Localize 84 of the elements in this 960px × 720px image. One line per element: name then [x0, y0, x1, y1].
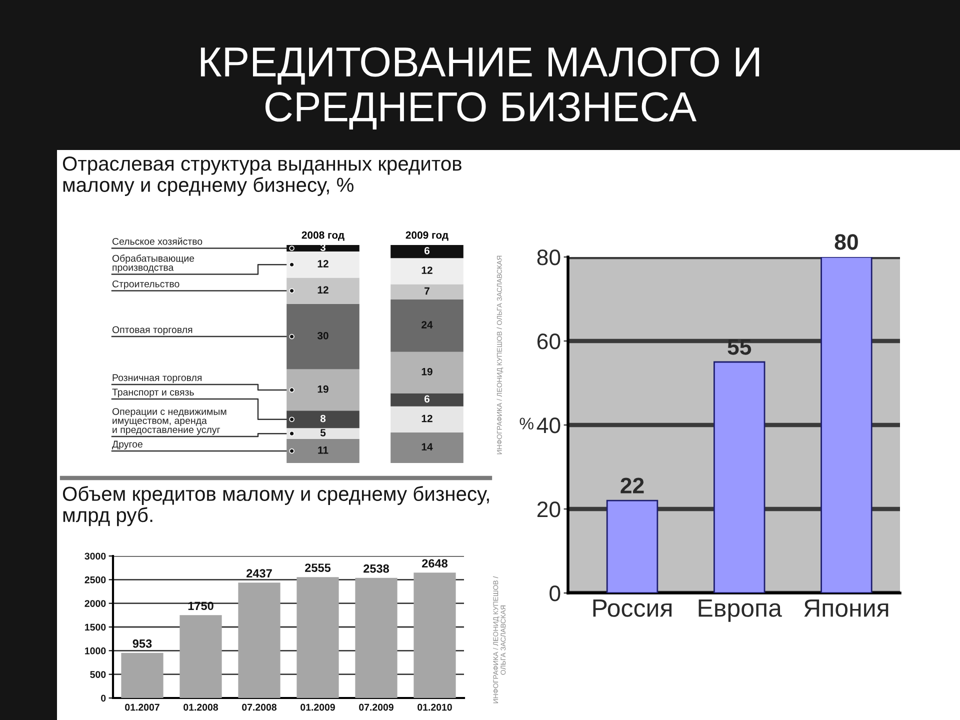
- x-tick-label: 01.2009: [300, 704, 335, 711]
- data-label: 12: [422, 266, 432, 274]
- y-tick-label: 2000: [84, 600, 106, 607]
- data-label: 24: [422, 321, 433, 328]
- x-tick-label: 2009 год: [406, 231, 448, 241]
- bar: [820, 257, 872, 593]
- bar: [390, 284, 464, 300]
- bar: [286, 245, 360, 252]
- bar: [180, 615, 222, 698]
- bar: [606, 500, 658, 593]
- bar: [121, 652, 164, 698]
- data-label: 14: [422, 443, 433, 450]
- text: Обрабатывающие производства: [112, 254, 194, 273]
- data-label: 80: [834, 234, 858, 250]
- text: Строительство: [112, 280, 180, 290]
- text: Оптовая торговля: [112, 326, 192, 336]
- bar: [390, 300, 464, 352]
- data-label: 12: [318, 286, 328, 294]
- x-tick-label: 2008 год: [302, 231, 344, 241]
- bar: [238, 582, 280, 698]
- y-tick-label: 500: [90, 671, 106, 678]
- x-tick-label: Европа: [698, 599, 782, 622]
- data-label: 6: [424, 246, 430, 254]
- bar: [390, 406, 464, 432]
- data-label: 7: [424, 287, 430, 295]
- x-tick-label: 07.2009: [359, 704, 394, 711]
- y-tick-label: 1500: [85, 624, 106, 631]
- bar: [713, 361, 766, 593]
- y-tick-label: 40: [536, 418, 560, 434]
- chart-title: Объем кредитов малому и среднему бизнесу, млрд руб.: [62, 486, 489, 526]
- bar: [286, 252, 360, 278]
- data-label: 12: [318, 260, 328, 268]
- data-label: 19: [422, 368, 432, 376]
- x-tick-label: 01.2007: [125, 704, 160, 711]
- bar: [390, 352, 464, 394]
- y-tick-label: 0: [550, 586, 560, 602]
- bar: [390, 245, 464, 258]
- data-label: 30: [317, 332, 328, 340]
- data-label: 19: [318, 385, 328, 393]
- data-label: 6: [424, 395, 430, 403]
- y-tick-label: 2500: [84, 576, 106, 584]
- bar: [390, 258, 464, 284]
- text: Операции с недвижимым имуществом, аренда и предоставление услуг: [112, 408, 226, 436]
- chart-title: Отраслевая структура выданных кредитов малому и среднему бизнесу, %: [62, 156, 462, 196]
- y-tick-label: 3000: [84, 552, 106, 560]
- data-label: 2648: [422, 559, 448, 568]
- bar: [296, 577, 339, 698]
- data-label: 2555: [305, 564, 331, 572]
- bar: [414, 572, 456, 698]
- data-label: 2538: [364, 564, 390, 573]
- x-tick-label: 01.2010: [418, 704, 452, 711]
- data-label: 12: [422, 414, 432, 422]
- bar: [286, 439, 360, 463]
- bar: [390, 393, 464, 406]
- text: Сельское хозяйство: [112, 238, 202, 245]
- x-tick-label: Россия: [593, 599, 672, 617]
- data-label: 2437: [246, 569, 272, 578]
- y-tick-label: 80: [537, 250, 560, 266]
- data-label: 953: [132, 639, 152, 648]
- y-tick-label: 1000: [85, 647, 106, 654]
- data-label: 22: [620, 478, 644, 494]
- text: Розничная торговля: [112, 374, 202, 384]
- data-label: 5: [320, 429, 326, 436]
- y-tick-label: 20: [537, 502, 560, 518]
- x-tick-label: Япония: [804, 599, 888, 617]
- bar: [286, 304, 360, 370]
- x-tick-label: 01.2008: [184, 704, 218, 711]
- text: Транспорт и связь: [112, 388, 194, 398]
- bar: [286, 428, 360, 440]
- text: Другое: [112, 440, 142, 450]
- y-tick-label: 0: [101, 694, 106, 702]
- bar: [355, 578, 398, 698]
- bar: [286, 278, 360, 304]
- bar: [286, 410, 360, 428]
- data-label: 1750: [188, 602, 214, 610]
- x-tick-label: 07.2008: [242, 704, 277, 711]
- y-axis-title: %: [520, 418, 534, 430]
- data-label: 55: [728, 339, 752, 355]
- data-label: 8: [320, 414, 326, 422]
- y-tick-label: 60: [537, 334, 560, 350]
- data-label: 11: [318, 446, 328, 454]
- bar: [286, 369, 360, 411]
- bar: [390, 432, 464, 463]
- text: КРЕДИТОВАНИЕ МАЛОГО И СРЕДНЕГО БИЗНЕСА: [200, 47, 760, 130]
